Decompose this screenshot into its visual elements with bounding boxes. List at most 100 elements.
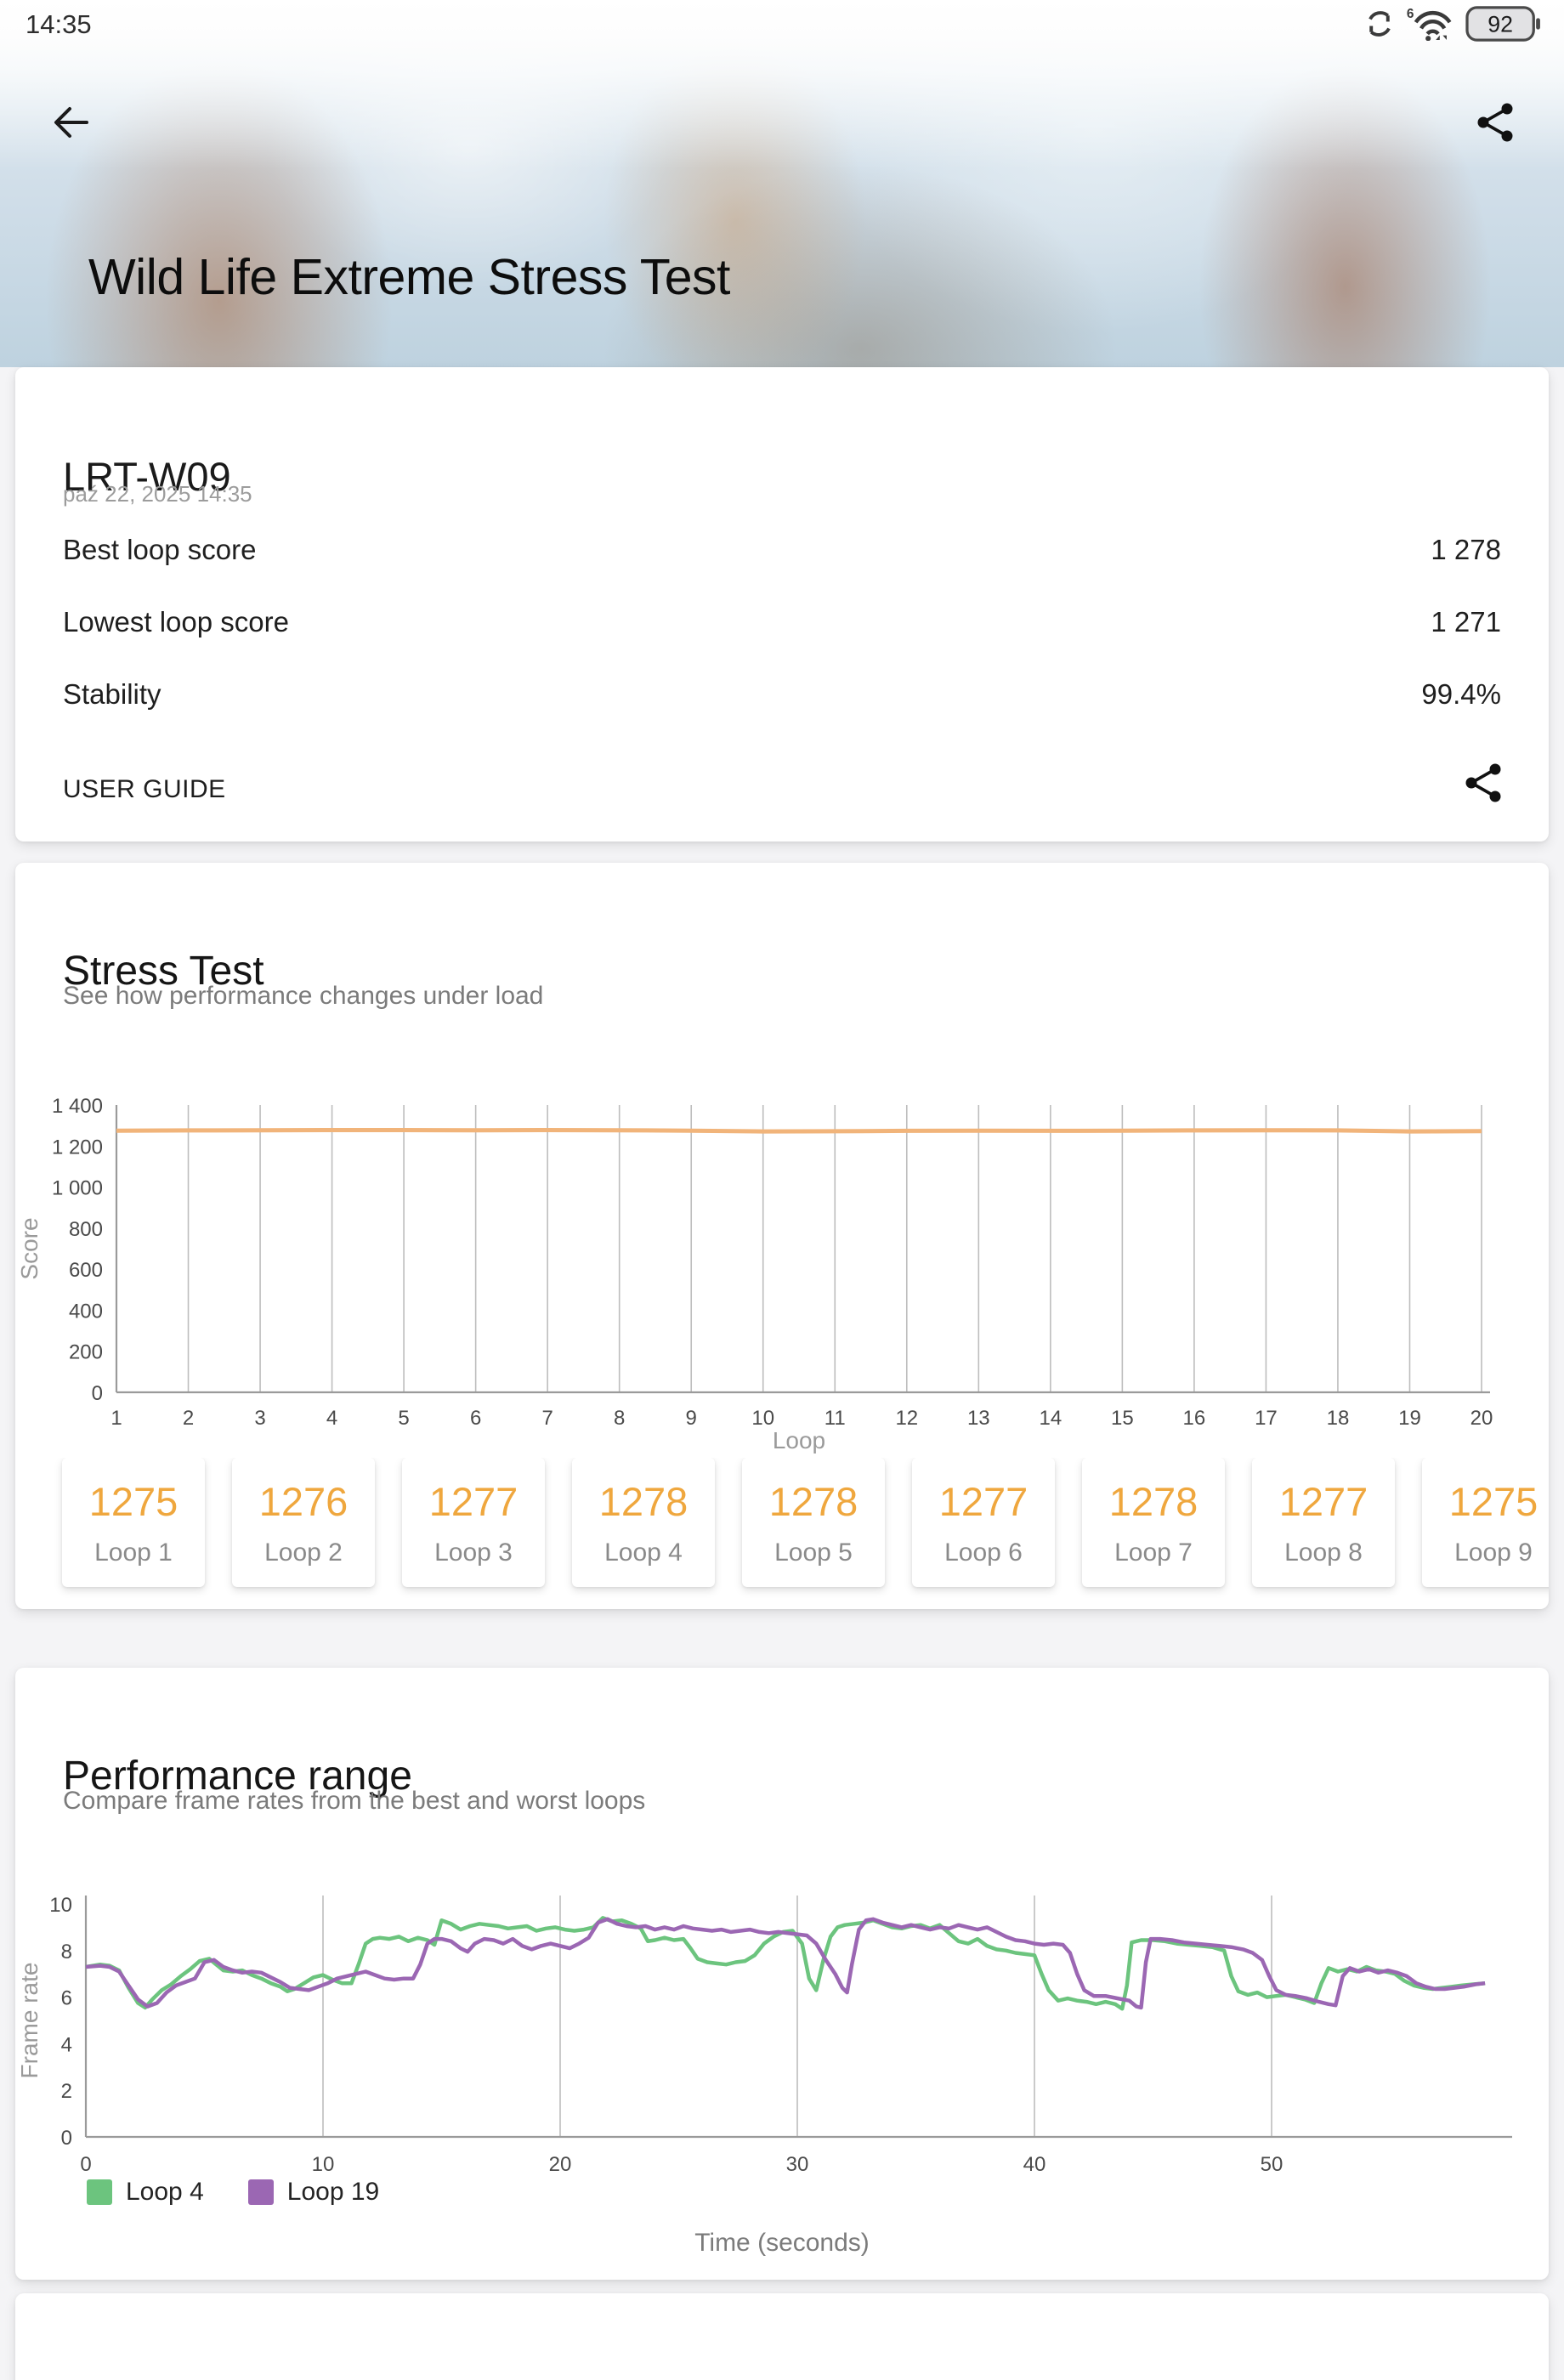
svg-text:400: 400 [69, 1300, 103, 1323]
legend-item-loop4: Loop 4 [87, 2178, 204, 2207]
svg-text:1: 1 [110, 1407, 122, 1430]
back-arrow-icon [49, 107, 94, 147]
loop-score-value: 1275 [88, 1479, 178, 1524]
loop-score-card: 1278 Loop 4 [572, 1458, 715, 1587]
hero-image [0, 0, 1564, 367]
svg-text:9: 9 [686, 1407, 697, 1430]
legend-label: Loop 19 [286, 2178, 380, 2206]
svg-text:600: 600 [69, 1259, 103, 1282]
legend-item-loop19: Loop 19 [247, 2178, 380, 2207]
stress-test-subtitle: See how performance changes under load [63, 982, 544, 1010]
stability-label: Stability [63, 678, 162, 710]
svg-text:Score: Score [16, 1217, 42, 1279]
svg-text:19: 19 [1398, 1407, 1421, 1430]
best-loop-score-value: 1 278 [1431, 534, 1501, 565]
share-button-header[interactable] [1476, 102, 1515, 143]
svg-text:0: 0 [80, 2153, 91, 2176]
best-loop-score-row: Best loop score 1 278 [63, 534, 1501, 566]
result-datetime: paź 22, 2025 14:35 [63, 481, 252, 507]
svg-text:2: 2 [61, 2080, 72, 2103]
loop-score-value: 1276 [258, 1479, 348, 1524]
lowest-loop-score-row: Lowest loop score 1 271 [63, 606, 1501, 638]
loop-score-card: 1277 Loop 6 [912, 1458, 1055, 1587]
svg-text:30: 30 [786, 2153, 809, 2176]
loop-score-value: 1277 [428, 1479, 518, 1524]
svg-text:11: 11 [824, 1407, 846, 1430]
svg-text:8: 8 [61, 1941, 72, 1964]
svg-text:1 000: 1 000 [52, 1177, 103, 1200]
svg-text:Frame rate: Frame rate [16, 1963, 42, 2079]
loop-score-label: Loop 1 [94, 1538, 173, 1567]
lowest-loop-score-label: Lowest loop score [63, 606, 289, 638]
svg-text:6: 6 [61, 1987, 72, 2010]
stress-test-title: Stress Test [63, 948, 264, 994]
loop-score-card: 1278 Loop 5 [742, 1458, 885, 1587]
loop-score-strip[interactable]: 1275 Loop 1 1276 Loop 2 1277 Loop 3 1278… [15, 1458, 1549, 1615]
performance-range-subtitle: Compare frame rates from the best and wo… [63, 1787, 646, 1815]
back-button[interactable] [49, 100, 94, 144]
svg-text:50: 50 [1261, 2153, 1284, 2176]
svg-text:3: 3 [254, 1407, 265, 1430]
loop-score-value: 1278 [598, 1479, 688, 1524]
svg-text:8: 8 [614, 1407, 625, 1430]
svg-text:1 400: 1 400 [52, 1095, 103, 1118]
loop-score-value: 1278 [1108, 1479, 1198, 1524]
svg-text:13: 13 [967, 1407, 990, 1430]
share-button-result-card[interactable] [1464, 762, 1503, 804]
loop-score-label: Loop 2 [264, 1538, 343, 1567]
svg-text:10: 10 [312, 2153, 335, 2176]
loop-score-card: 1276 Loop 2 [232, 1458, 375, 1587]
svg-text:2: 2 [183, 1407, 194, 1430]
svg-text:17: 17 [1255, 1407, 1278, 1430]
svg-text:0: 0 [92, 1382, 103, 1405]
sync-icon [1365, 9, 1394, 42]
svg-text:14: 14 [1039, 1407, 1062, 1430]
battery-icon: 92 [1465, 5, 1540, 46]
loop-score-label: Loop 9 [1454, 1538, 1533, 1567]
svg-text:40: 40 [1023, 2153, 1046, 2176]
svg-text:200: 200 [69, 1341, 103, 1364]
loop-score-label: Loop 6 [944, 1538, 1023, 1567]
loop-score-label: Loop 8 [1284, 1538, 1363, 1567]
frame-rate-chart: 0 2 4 6 8 10 0 10 20 30 40 50 Frame rate [16, 1894, 1512, 2176]
clock: 14:35 [26, 9, 92, 39]
performance-monitoring-card: Performance monitoring [15, 2293, 1549, 2380]
svg-text:12: 12 [895, 1407, 918, 1430]
loop-score-value: 1278 [768, 1479, 858, 1524]
loop-score-label: Loop 4 [604, 1538, 683, 1567]
svg-text:20: 20 [549, 2153, 572, 2176]
svg-text:800: 800 [69, 1218, 103, 1241]
hero-header: Wild Life Extreme Stress Test [0, 0, 1564, 367]
svg-text:18: 18 [1327, 1407, 1350, 1430]
result-card: LRT-W09 paź 22, 2025 14:35 Best loop sco… [15, 367, 1549, 842]
status-bar: 14:35 6 [0, 0, 1564, 48]
svg-text:5: 5 [398, 1407, 409, 1430]
svg-text:10: 10 [49, 1894, 72, 1917]
svg-text:Loop: Loop [773, 1427, 825, 1454]
loop-score-card: 1277 Loop 8 [1252, 1458, 1395, 1587]
page-title: Wild Life Extreme Stress Test [88, 248, 730, 305]
chart-legend: Loop 4 Loop 19 [87, 2178, 379, 2207]
performance-range-card: Performance range Compare frame rates fr… [15, 1668, 1549, 2280]
wifi6-icon: 6 [1405, 6, 1454, 45]
battery-percent-label: 92 [1488, 11, 1513, 37]
device-name: LRT-W09 [63, 454, 231, 499]
best-loop-score-label: Best loop score [63, 534, 257, 565]
loop-score-label: Loop 3 [434, 1538, 513, 1567]
loop19-swatch-icon [247, 2179, 274, 2205]
loop-score-label: Loop 5 [774, 1538, 853, 1567]
loop-score-card: 1275 Loop 1 [62, 1458, 205, 1587]
stability-value: 99.4% [1421, 678, 1501, 710]
status-icons: 6 92 [1365, 5, 1540, 46]
x-axis-title: Time (seconds) [694, 2229, 870, 2257]
share-icon [1464, 763, 1503, 807]
loop-score-value: 1277 [938, 1479, 1028, 1524]
loop-score-label: Loop 7 [1114, 1538, 1193, 1567]
svg-text:7: 7 [541, 1407, 552, 1430]
loop-score-card: 1278 Loop 7 [1082, 1458, 1225, 1587]
user-guide-button[interactable]: USER GUIDE [63, 775, 226, 803]
svg-text:0: 0 [61, 2127, 72, 2150]
performance-range-title: Performance range [63, 1753, 412, 1799]
